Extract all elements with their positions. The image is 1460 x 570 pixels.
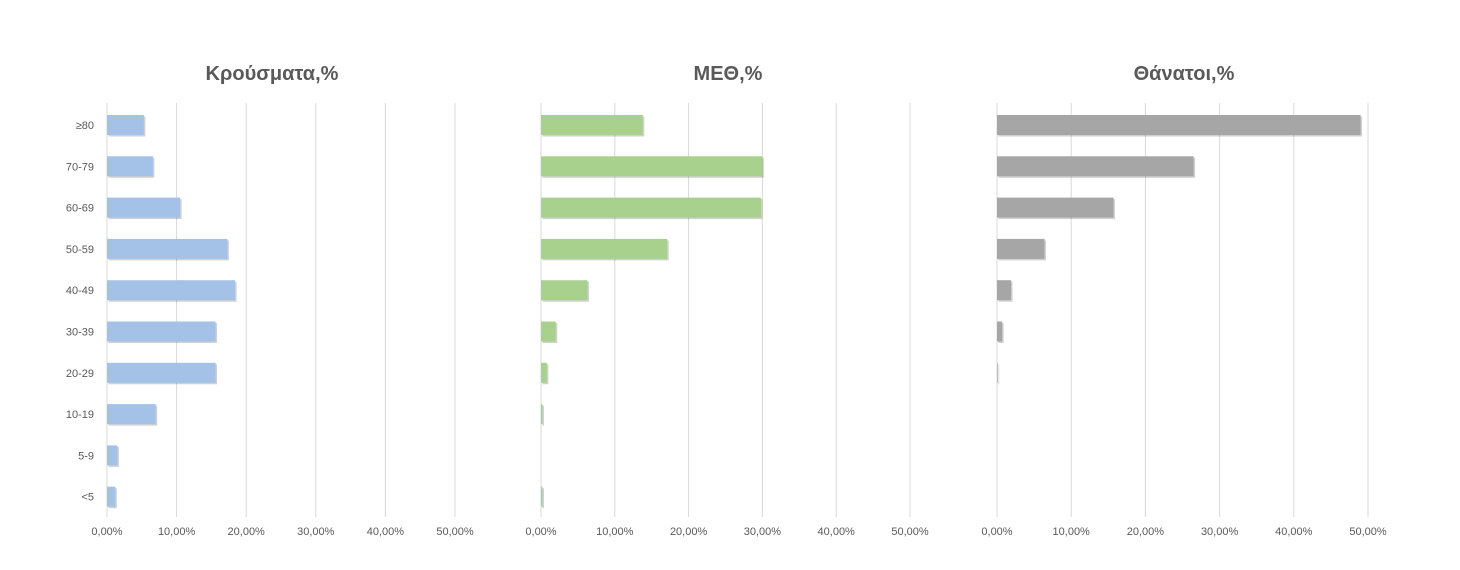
category-label: 5-9: [78, 450, 94, 462]
category-label: 70-79: [66, 161, 94, 173]
x-tick-label: 30,00%: [744, 526, 782, 538]
chart-title: Κρούσματα,%: [206, 63, 339, 85]
x-tick-label: 10,00%: [596, 526, 634, 538]
x-tick-label: 50,00%: [1349, 526, 1387, 538]
x-tick-label: 50,00%: [436, 526, 474, 538]
bar: [997, 115, 1361, 135]
x-tick-label: 20,00%: [228, 526, 266, 538]
category-label: 60-69: [66, 203, 94, 215]
bar: [107, 404, 156, 425]
category-label: 40-49: [66, 285, 94, 297]
bar: [107, 321, 216, 342]
bar: [997, 197, 1114, 218]
category-label: ≥80: [76, 120, 94, 132]
category-label: 20-29: [66, 368, 94, 380]
category-label: 30-39: [66, 327, 94, 339]
bar-shadow: [542, 405, 544, 426]
x-tick-label: 0,00%: [981, 526, 1012, 538]
bar: [541, 404, 543, 425]
bar: [107, 238, 228, 259]
chart-panel-1: Κρούσματα,% ≥80 70-79 60-69 50-59 40-49 30-39 2…: [66, 63, 474, 538]
bar: [541, 486, 543, 507]
x-tick-label: 40,00%: [367, 526, 405, 538]
chart-panel-3: Θάνατοι,% 0,00% 10,00% 20,00% 30,00% 40,00% 50…: [981, 63, 1386, 538]
bar: [541, 197, 761, 218]
x-tick-label: 30,00%: [297, 526, 335, 538]
bar: [997, 321, 1003, 342]
bar: [107, 445, 118, 466]
bar-shadow: [998, 364, 1000, 385]
x-tick-label: 40,00%: [1275, 526, 1313, 538]
x-tick-label: 0,00%: [525, 526, 556, 538]
category-label: 50-59: [66, 244, 94, 256]
category-label: 10-19: [66, 409, 94, 421]
x-tick-label: 20,00%: [1127, 526, 1165, 538]
x-tick-label: 30,00%: [1201, 526, 1239, 538]
x-tick-label: 40,00%: [818, 526, 856, 538]
bar: [107, 115, 144, 135]
x-tick-label: 10,00%: [1053, 526, 1091, 538]
bar: [107, 362, 216, 383]
bar: [541, 362, 547, 383]
chart-title: Θάνατοι,%: [1134, 63, 1235, 85]
bar-shadow: [542, 488, 544, 509]
bar: [997, 238, 1045, 259]
category-label: <5: [81, 492, 94, 504]
bar: [541, 156, 763, 177]
bar: [997, 156, 1194, 177]
chart-title: ΜΕΘ,%: [694, 63, 763, 85]
bar: [107, 486, 116, 507]
bar: [541, 321, 556, 342]
bar: [107, 197, 181, 218]
bar: [541, 238, 668, 259]
bar: [997, 280, 1012, 301]
x-tick-label: 50,00%: [891, 526, 929, 538]
bar: [541, 115, 643, 135]
bar: [997, 362, 998, 383]
bar: [107, 280, 236, 301]
x-tick-label: 20,00%: [670, 526, 708, 538]
x-tick-label: 10,00%: [158, 526, 196, 538]
x-tick-label: 0,00%: [91, 526, 122, 538]
bar: [107, 156, 153, 177]
bar: [541, 280, 588, 301]
chart-panel-2: ΜΕΘ,% 0,00% 10,00% 20,00% 30,00% 40,00% 50,00%: [525, 63, 928, 538]
